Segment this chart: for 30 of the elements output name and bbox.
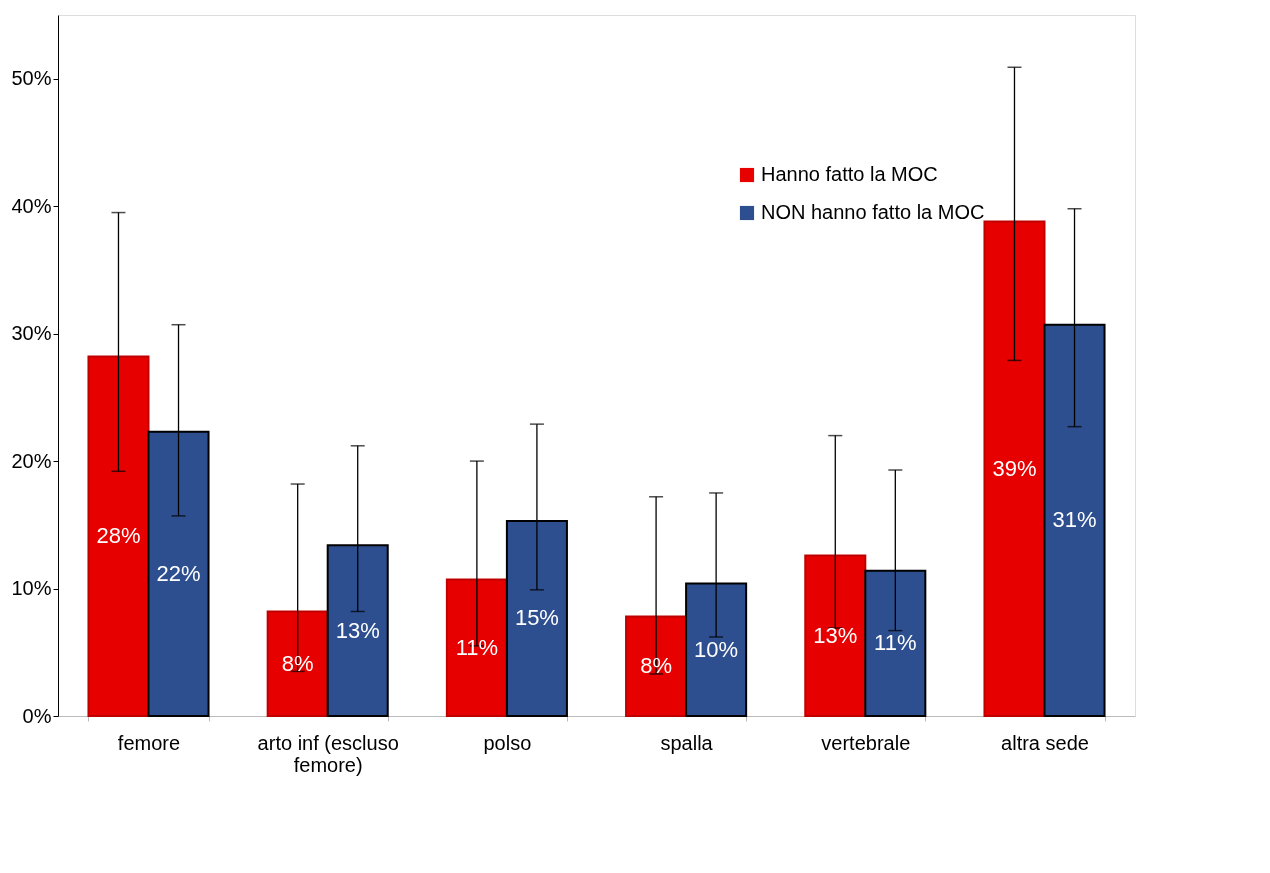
bar	[266, 610, 329, 717]
data-label: 13%	[813, 622, 858, 648]
data-label: 11%	[874, 630, 917, 656]
bar	[983, 220, 1046, 717]
y-tick-label: 40%	[11, 194, 52, 217]
bar	[87, 355, 150, 717]
legend-label: Hanno fatto la MOC	[761, 163, 938, 185]
data-label: 13%	[335, 617, 380, 643]
data-label: 11%	[455, 634, 499, 660]
legend-label: NON hanno fatto la MOC	[761, 201, 985, 223]
data-label: 28%	[96, 523, 141, 549]
x-tick-label: spalla	[660, 731, 714, 754]
x-tick-label: vertebrale	[821, 731, 911, 754]
x-tick-label: arto inf (escluso femore)	[257, 731, 399, 776]
data-label: 22%	[156, 560, 201, 586]
x-tick-label: polso	[483, 731, 532, 754]
y-tick-label: 30%	[11, 322, 52, 345]
y-tick-label: 10%	[11, 577, 52, 600]
data-label: 39%	[992, 455, 1037, 481]
y-tick-label: 20%	[11, 449, 52, 472]
bar	[625, 615, 688, 717]
data-label: 31%	[1052, 507, 1097, 533]
bar	[804, 554, 867, 717]
data-label: 15%	[514, 605, 559, 631]
x-tick-label: altra sede	[1001, 731, 1089, 754]
y-tick-label: 0%	[22, 704, 52, 727]
x-tick-label: femore	[117, 731, 181, 754]
data-label: 10%	[694, 636, 739, 662]
y-tick-label: 50%	[11, 67, 52, 90]
bar	[445, 578, 508, 717]
